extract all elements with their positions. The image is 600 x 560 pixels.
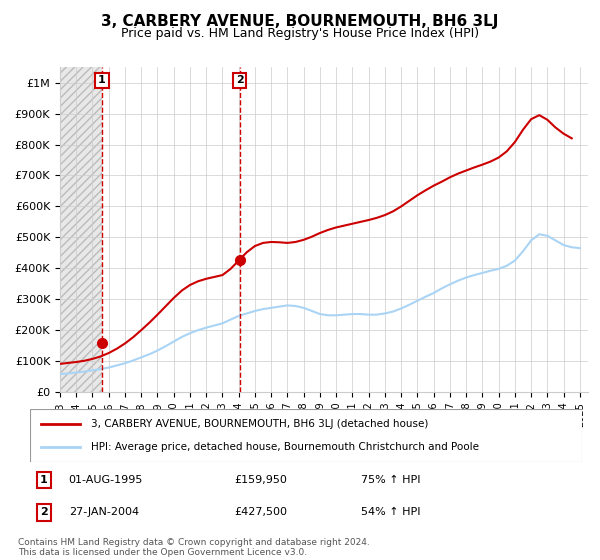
Text: 75% ↑ HPI: 75% ↑ HPI [361, 475, 421, 485]
Text: Contains HM Land Registry data © Crown copyright and database right 2024.
This d: Contains HM Land Registry data © Crown c… [18, 538, 370, 557]
Text: Price paid vs. HM Land Registry's House Price Index (HPI): Price paid vs. HM Land Registry's House … [121, 27, 479, 40]
Text: 2: 2 [236, 76, 244, 85]
Text: 3, CARBERY AVENUE, BOURNEMOUTH, BH6 3LJ (detached house): 3, CARBERY AVENUE, BOURNEMOUTH, BH6 3LJ … [91, 419, 428, 429]
Text: 2: 2 [40, 507, 47, 517]
Text: HPI: Average price, detached house, Bournemouth Christchurch and Poole: HPI: Average price, detached house, Bour… [91, 442, 479, 452]
Text: £427,500: £427,500 [234, 507, 287, 517]
Text: 27-JAN-2004: 27-JAN-2004 [68, 507, 139, 517]
Bar [60, 67, 102, 392]
Text: 1: 1 [98, 76, 106, 85]
Text: 3, CARBERY AVENUE, BOURNEMOUTH, BH6 3LJ: 3, CARBERY AVENUE, BOURNEMOUTH, BH6 3LJ [101, 14, 499, 29]
Text: 54% ↑ HPI: 54% ↑ HPI [361, 507, 421, 517]
Text: 01-AUG-1995: 01-AUG-1995 [68, 475, 143, 485]
Text: £159,950: £159,950 [234, 475, 287, 485]
Text: 1: 1 [40, 475, 47, 485]
FancyBboxPatch shape [30, 409, 582, 462]
